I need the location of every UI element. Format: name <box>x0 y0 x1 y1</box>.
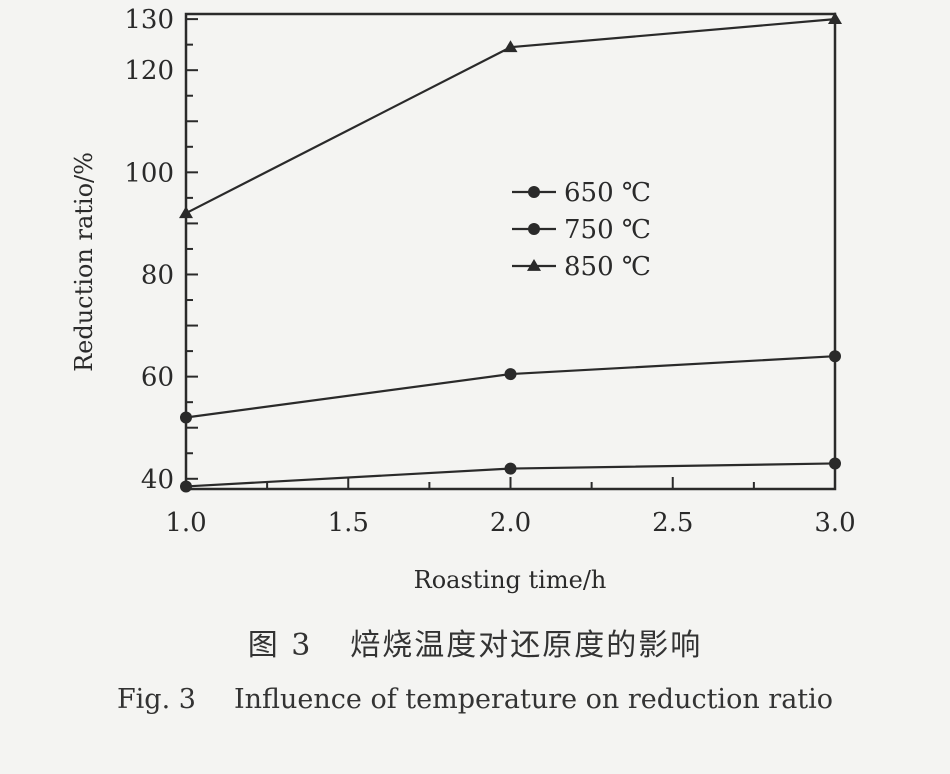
legend-item: 850 ℃ <box>512 252 651 282</box>
x-tick-label: 3.0 <box>814 508 855 538</box>
data-point <box>829 457 841 470</box>
caption-english-number: Fig. 3 <box>116 684 196 715</box>
caption-chinese-text: 焙烧温度对还原度的影响 <box>350 628 703 663</box>
line-chart: 1.0 1.5 2.0 2.5 3.0 40 60 80 100 120 130 650 ℃ 750 … <box>70 5 856 594</box>
legend-label: 750 ℃ <box>564 215 651 245</box>
legend-label: 850 ℃ <box>564 252 651 282</box>
caption-chinese: 图 3 焙烧温度对还原度的影响 <box>0 620 950 664</box>
y-tick-label: 130 <box>124 5 174 35</box>
data-point <box>180 480 192 493</box>
data-point <box>504 368 517 381</box>
series-2 <box>179 12 842 219</box>
x-tick-label: 1.0 <box>165 508 206 538</box>
data-point <box>179 206 193 219</box>
x-tick-label: 1.5 <box>328 508 369 538</box>
data-point <box>828 12 842 25</box>
legend-triangle-marker <box>527 259 541 271</box>
legend: 650 ℃ 750 ℃ 850 ℃ <box>512 178 651 282</box>
caption-chinese-number: 图 3 <box>247 628 313 663</box>
data-point <box>829 350 841 363</box>
x-axis-label: Roasting time/h <box>414 566 607 594</box>
data-point <box>504 462 517 475</box>
legend-item: 750 ℃ <box>512 215 651 245</box>
data-point <box>503 40 518 53</box>
caption-english: Fig. 3 Influence of temperature on reduct… <box>0 684 950 715</box>
x-tick-label: 2.5 <box>652 508 693 538</box>
y-axis-label: Reduction ratio/% <box>70 152 98 372</box>
legend-circle-marker <box>528 186 540 198</box>
legend-circle-marker <box>528 223 540 235</box>
legend-item: 650 ℃ <box>512 178 651 208</box>
y-tick-label: 80 <box>141 260 174 290</box>
series-0 <box>180 457 841 493</box>
data-point <box>180 411 192 424</box>
y-tick-label: 120 <box>124 56 174 86</box>
series-1 <box>180 350 841 424</box>
plot-frame <box>184 12 837 491</box>
y-tick-label: 60 <box>141 363 174 393</box>
y-tick-label: 40 <box>141 465 174 495</box>
legend-label: 650 ℃ <box>564 178 651 208</box>
caption-english-text: Influence of temperature on reduction ra… <box>233 684 834 715</box>
axis-ticks: 1.0 1.5 2.0 2.5 3.0 40 60 80 100 120 130 <box>124 5 855 538</box>
series-layer <box>179 12 842 493</box>
series-line <box>185 355 836 419</box>
x-tick-label: 2.0 <box>490 508 531 538</box>
y-tick-label: 100 <box>124 158 174 188</box>
